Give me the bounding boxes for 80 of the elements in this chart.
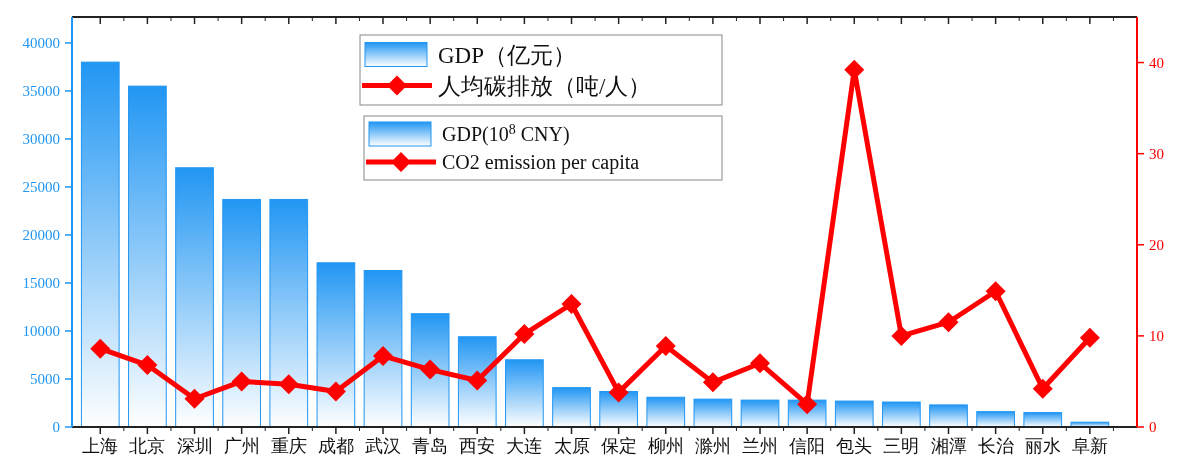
point bbox=[325, 381, 346, 402]
bar bbox=[80, 61, 120, 428]
y2-tick-label: 40 bbox=[1149, 54, 1164, 71]
x-tick-label: 青岛 bbox=[412, 436, 449, 455]
point bbox=[231, 371, 252, 392]
x-tick-label: 阜新 bbox=[1071, 436, 1108, 455]
point bbox=[1079, 327, 1100, 348]
point bbox=[561, 294, 582, 314]
point bbox=[137, 355, 158, 376]
annotation: GDP(10$^{8}$ CNY) bbox=[442, 121, 570, 147]
bar bbox=[882, 401, 921, 428]
legend-label: GDP（亿元） bbox=[438, 42, 577, 68]
x-tick-label: 上海 bbox=[82, 436, 119, 455]
x-tick-label: 柳州 bbox=[647, 436, 684, 455]
y-tick-label: 0 bbox=[52, 419, 60, 435]
x-tick-label: 兰州 bbox=[742, 436, 779, 455]
bar bbox=[269, 198, 309, 428]
bar bbox=[740, 399, 780, 428]
point bbox=[420, 359, 441, 380]
point bbox=[844, 59, 865, 80]
point bbox=[891, 325, 912, 346]
y-tick-label: 30000 bbox=[22, 130, 60, 147]
bar bbox=[693, 398, 733, 428]
bar bbox=[316, 262, 356, 428]
point bbox=[938, 312, 959, 333]
bar bbox=[552, 387, 591, 428]
point bbox=[373, 345, 394, 366]
x-tick-label: 深圳 bbox=[176, 436, 213, 455]
point bbox=[702, 372, 723, 393]
bar bbox=[646, 396, 686, 428]
bar bbox=[175, 167, 214, 428]
x-tick-label: 武汉 bbox=[365, 436, 402, 455]
point bbox=[750, 353, 771, 374]
y-tick-label: 25000 bbox=[22, 178, 60, 195]
x-tick-label: 北京 bbox=[129, 436, 166, 455]
x-tick-label: 重庆 bbox=[270, 436, 307, 455]
x-tick-label: 保定 bbox=[600, 436, 637, 455]
x-tick-label: 长治 bbox=[977, 436, 1014, 455]
bar bbox=[363, 269, 403, 428]
bar bbox=[976, 411, 1015, 428]
x-tick-label: 丽水 bbox=[1024, 436, 1061, 455]
point bbox=[655, 335, 676, 356]
legend-label: 人均碳排放（吨/人） bbox=[438, 73, 652, 99]
y-tick-label: 15000 bbox=[22, 274, 60, 291]
y2-tick-label: 10 bbox=[1149, 327, 1164, 344]
point bbox=[514, 324, 535, 345]
x-tick-label: 湘潭 bbox=[930, 436, 967, 455]
bar bbox=[1023, 412, 1063, 428]
x-tick-label: 信阳 bbox=[789, 436, 826, 455]
bar bbox=[505, 359, 544, 428]
point bbox=[608, 382, 629, 403]
bar bbox=[929, 404, 968, 428]
y-tick-label: 40000 bbox=[22, 34, 60, 51]
point bbox=[1032, 378, 1053, 399]
annotation: CO2 emission per capita bbox=[442, 151, 640, 175]
y-tick-label: 5000 bbox=[30, 370, 60, 387]
point bbox=[184, 388, 205, 409]
y2-tick-label: 20 bbox=[1149, 236, 1164, 253]
bar bbox=[128, 85, 167, 428]
bar bbox=[834, 400, 874, 428]
y2-tick-label: 30 bbox=[1149, 145, 1164, 162]
bar bbox=[222, 198, 261, 428]
x-tick-label: 广州 bbox=[223, 436, 260, 455]
x-tick-label: 成都 bbox=[317, 436, 354, 455]
legend-english: GDP(10$^{8}$ CNY) CO2 emission per capita bbox=[363, 115, 723, 181]
y-tick-label: 20000 bbox=[22, 226, 60, 243]
x-tick-label: 三明 bbox=[883, 436, 920, 455]
y-tick-label: 35000 bbox=[22, 82, 60, 99]
y2-tick-label: 0 bbox=[1149, 419, 1157, 435]
y-tick-label: 10000 bbox=[22, 322, 60, 339]
point bbox=[90, 338, 111, 359]
point bbox=[278, 374, 299, 395]
x-tick-label: 大连 bbox=[506, 436, 543, 455]
point bbox=[985, 281, 1006, 302]
x-tick-label: 滁州 bbox=[694, 436, 731, 455]
x-tick-label: 太原 bbox=[553, 436, 590, 455]
x-tick-label: 包头 bbox=[836, 436, 873, 455]
bar bbox=[410, 313, 450, 428]
x-tick-label: 西安 bbox=[459, 436, 496, 455]
point bbox=[467, 370, 488, 391]
